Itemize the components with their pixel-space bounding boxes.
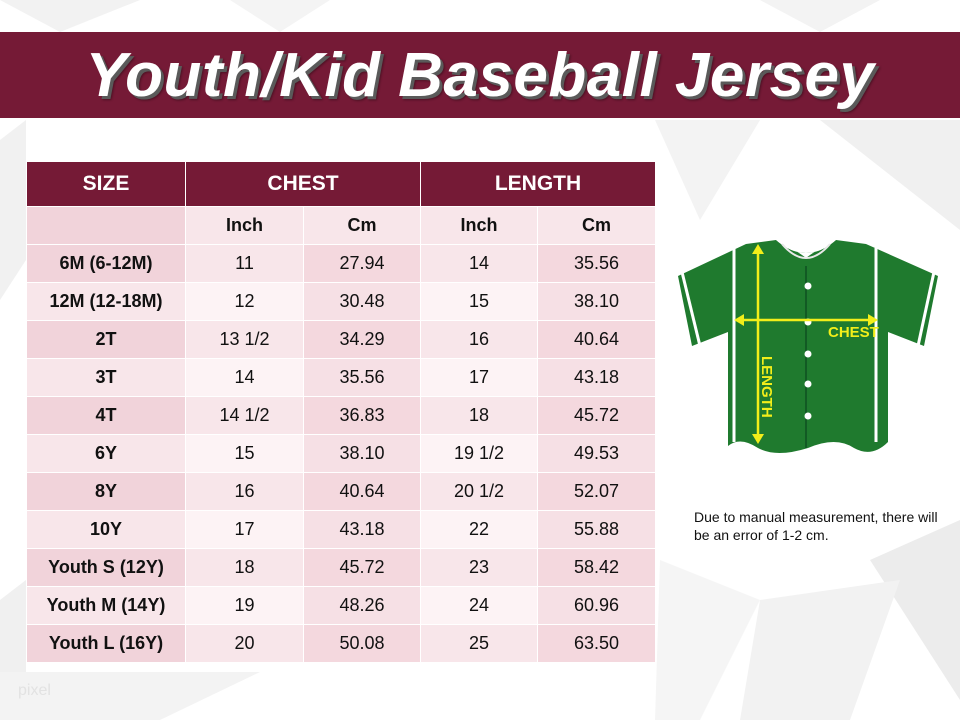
chest-cm-cell: 48.26 bbox=[303, 586, 421, 625]
button-icon bbox=[804, 282, 812, 290]
chest-inch-cell: 11 bbox=[185, 244, 304, 283]
length-cm-cell: 49.53 bbox=[536, 434, 657, 473]
length-cm-cell: 55.88 bbox=[536, 510, 657, 549]
chest-inch-cell: 15 bbox=[185, 434, 304, 473]
length-cm-cell: 52.07 bbox=[536, 472, 657, 511]
chest-inch-cell: 12 bbox=[185, 282, 304, 321]
size-cell: 2T bbox=[26, 320, 186, 359]
chest-inch-cell: 17 bbox=[185, 510, 304, 549]
table-row: 3T 14 35.56 17 43.18 bbox=[26, 358, 657, 397]
length-inch-cell: 14 bbox=[420, 244, 538, 283]
table-row: Youth M (14Y) 19 48.26 24 60.96 bbox=[26, 586, 657, 625]
unit-chest-cm: Cm bbox=[303, 206, 421, 245]
size-cell: 3T bbox=[26, 358, 186, 397]
header-row: SIZE CHEST LENGTH bbox=[26, 161, 657, 207]
length-inch-cell: 24 bbox=[420, 586, 538, 625]
chest-cm-cell: 40.64 bbox=[303, 472, 421, 511]
table-row: 8Y 16 40.64 20 1/2 52.07 bbox=[26, 472, 657, 511]
length-cm-cell: 43.18 bbox=[536, 358, 657, 397]
chest-cm-cell: 35.56 bbox=[303, 358, 421, 397]
length-inch-cell: 23 bbox=[420, 548, 538, 587]
header-chest: CHEST bbox=[185, 161, 421, 207]
size-chart-table: SIZE CHEST LENGTH Inch Cm Inch Cm 6M (6-… bbox=[26, 161, 657, 663]
length-cm-cell: 58.42 bbox=[536, 548, 657, 587]
measurement-note: Due to manual measurement, there will be… bbox=[694, 509, 938, 543]
length-cm-cell: 40.64 bbox=[536, 320, 657, 359]
header-length: LENGTH bbox=[419, 161, 657, 207]
jersey-body bbox=[678, 240, 938, 453]
chest-cm-cell: 43.18 bbox=[303, 510, 421, 549]
unit-length-inch: Inch bbox=[420, 206, 538, 245]
chest-inch-cell: 18 bbox=[185, 548, 304, 587]
chest-inch-cell: 19 bbox=[185, 586, 304, 625]
length-inch-cell: 15 bbox=[420, 282, 538, 321]
length-cm-cell: 45.72 bbox=[536, 396, 657, 435]
length-inch-cell: 17 bbox=[420, 358, 538, 397]
length-inch-cell: 19 1/2 bbox=[420, 434, 538, 473]
table-row: Youth S (12Y) 18 45.72 23 58.42 bbox=[26, 548, 657, 587]
jersey-diagram: CHEST LENGTH bbox=[678, 240, 938, 453]
size-cell: Youth S (12Y) bbox=[26, 548, 186, 587]
length-cm-cell: 35.56 bbox=[536, 244, 657, 283]
table-row: 2T 13 1/2 34.29 16 40.64 bbox=[26, 320, 657, 359]
title-banner bbox=[0, 32, 960, 118]
table-row: 6M (6-12M) 11 27.94 14 35.56 bbox=[26, 244, 657, 283]
chest-cm-cell: 50.08 bbox=[303, 624, 421, 663]
unit-length-cm: Cm bbox=[536, 206, 657, 245]
chest-cm-cell: 27.94 bbox=[303, 244, 421, 283]
length-inch-cell: 25 bbox=[420, 624, 538, 663]
size-cell: 10Y bbox=[26, 510, 186, 549]
length-label: LENGTH bbox=[758, 356, 775, 418]
chest-cm-cell: 45.72 bbox=[303, 548, 421, 587]
size-cell: 12M (12-18M) bbox=[26, 282, 186, 321]
length-inch-cell: 20 1/2 bbox=[420, 472, 538, 511]
size-cell: 6M (6-12M) bbox=[26, 244, 186, 283]
page-title: Youth/Kid Baseball Jersey bbox=[85, 40, 875, 110]
chest-inch-cell: 13 1/2 bbox=[185, 320, 304, 359]
table-row: 6Y 15 38.10 19 1/2 49.53 bbox=[26, 434, 657, 473]
size-cell: 4T bbox=[26, 396, 186, 435]
chest-inch-cell: 14 bbox=[185, 358, 304, 397]
table-row: 12M (12-18M) 12 30.48 15 38.10 bbox=[26, 282, 657, 321]
chest-inch-cell: 20 bbox=[185, 624, 304, 663]
length-cm-cell: 63.50 bbox=[536, 624, 657, 663]
length-inch-cell: 18 bbox=[420, 396, 538, 435]
chest-label: CHEST bbox=[828, 324, 879, 341]
length-cm-cell: 38.10 bbox=[536, 282, 657, 321]
chest-cm-cell: 36.83 bbox=[303, 396, 421, 435]
size-cell: 6Y bbox=[26, 434, 186, 473]
size-cell: 8Y bbox=[26, 472, 186, 511]
unit-chest-inch: Inch bbox=[185, 206, 304, 245]
watermark: pixel bbox=[18, 682, 51, 699]
table-row: 4T 14 1/2 36.83 18 45.72 bbox=[26, 396, 657, 435]
header-size: SIZE bbox=[26, 161, 186, 207]
size-cell: Youth M (14Y) bbox=[26, 586, 186, 625]
unit-row: Inch Cm Inch Cm bbox=[26, 206, 657, 245]
length-cm-cell: 60.96 bbox=[536, 586, 657, 625]
chest-inch-cell: 14 1/2 bbox=[185, 396, 304, 435]
table-row: 10Y 17 43.18 22 55.88 bbox=[26, 510, 657, 549]
unit-blank-cell bbox=[26, 206, 186, 245]
jersey-collar-inner bbox=[781, 243, 831, 259]
table-row: Youth L (16Y) 20 50.08 25 63.50 bbox=[26, 624, 657, 663]
chest-cm-cell: 30.48 bbox=[303, 282, 421, 321]
length-inch-cell: 16 bbox=[420, 320, 538, 359]
length-inch-cell: 22 bbox=[420, 510, 538, 549]
jersey-collar bbox=[776, 240, 836, 258]
chest-cm-cell: 38.10 bbox=[303, 434, 421, 473]
size-cell: Youth L (16Y) bbox=[26, 624, 186, 663]
chest-inch-cell: 16 bbox=[185, 472, 304, 511]
chest-cm-cell: 34.29 bbox=[303, 320, 421, 359]
